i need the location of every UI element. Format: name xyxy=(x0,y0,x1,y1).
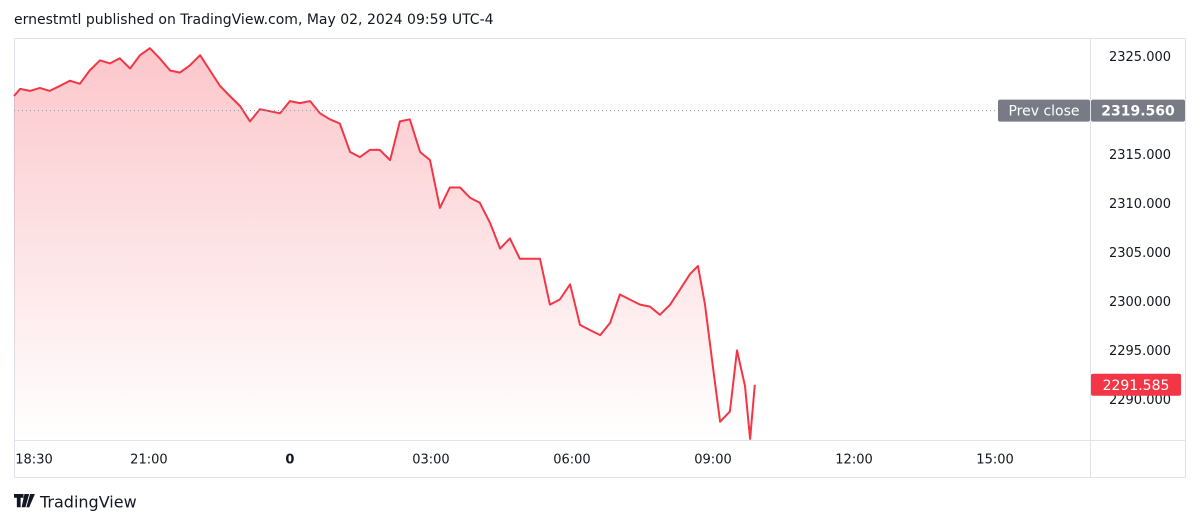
logo xyxy=(14,494,35,508)
prev-close-value-tag xyxy=(1091,99,1185,122)
header: ernestmtl published on TradingView.com, … xyxy=(14,12,494,28)
prev-close-value: 2319.560 xyxy=(1101,104,1175,120)
y-tick-label: 2295.000 xyxy=(1109,344,1171,359)
x-tick-label: 0 xyxy=(285,453,294,468)
x-tick-label: 15:00 xyxy=(976,453,1013,468)
plot xyxy=(13,47,998,440)
y-tick-label: 2315.000 xyxy=(1109,148,1171,163)
x-tick-label: 09:00 xyxy=(694,453,731,468)
y-tick-label: 2300.000 xyxy=(1109,295,1171,310)
last-price-label: 2291.585 xyxy=(1103,378,1170,394)
x-tick-label: 18:30 xyxy=(15,453,52,468)
x-tick-label: 21:00 xyxy=(130,453,167,468)
y-tick-label: 2290.000 xyxy=(1109,393,1171,408)
footer-brand: TradingView xyxy=(39,493,137,512)
area-fill xyxy=(14,48,755,440)
prev-close-tag xyxy=(998,99,1090,122)
x-tick-label: 06:00 xyxy=(553,453,590,468)
x-tick-label: 12:00 xyxy=(835,453,872,468)
y-tick-label: 2325.000 xyxy=(1109,50,1171,65)
prev-close-label: Prev close xyxy=(1008,104,1079,120)
y-tick-label: 2305.000 xyxy=(1109,246,1171,261)
last-price-tag xyxy=(1091,373,1181,396)
x-tick-label: 03:00 xyxy=(412,453,449,468)
y-tick-label: 2310.000 xyxy=(1109,197,1171,212)
price-line xyxy=(13,47,756,440)
